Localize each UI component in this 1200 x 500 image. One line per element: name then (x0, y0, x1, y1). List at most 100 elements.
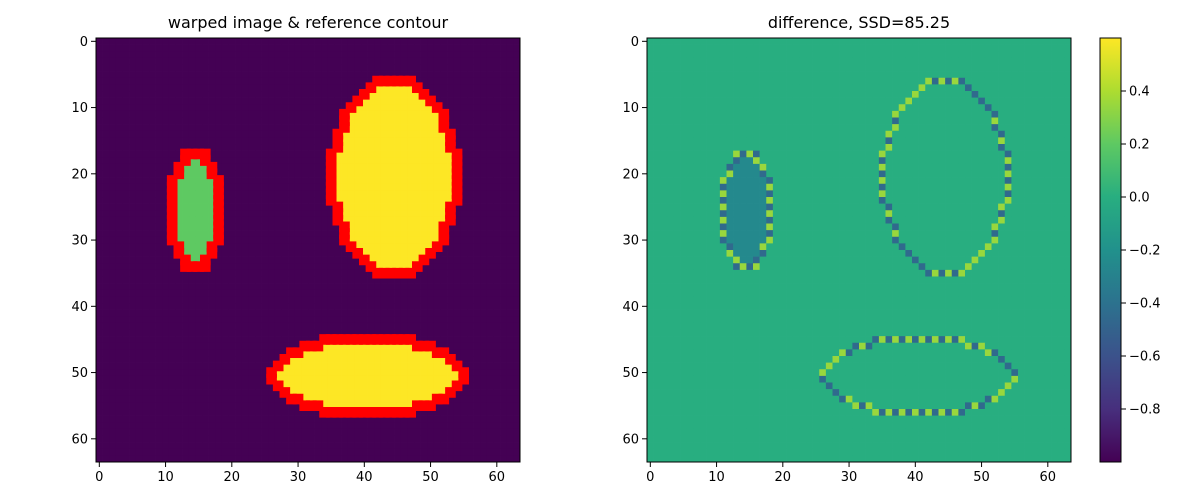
warped-cell (453, 289, 461, 297)
warped-cell (149, 349, 156, 357)
warped-cell (513, 91, 521, 98)
warped-cell (308, 210, 315, 218)
warped-cell (354, 157, 362, 165)
difference-cell (772, 104, 780, 112)
warped-cell (129, 289, 137, 297)
warped-cell (473, 316, 481, 324)
warped-cell (341, 64, 349, 72)
warped-cell (427, 104, 435, 112)
warped-cell (281, 57, 289, 65)
warped-cell (195, 455, 203, 463)
warped-cell (261, 329, 269, 337)
warped-cell (347, 144, 355, 151)
warped-cell (188, 183, 196, 191)
difference-cell (812, 51, 820, 59)
warped-cell (347, 177, 355, 185)
warped-cell (221, 356, 229, 363)
difference-cell (686, 77, 694, 85)
warped-cell (228, 144, 236, 151)
warped-cell (135, 336, 143, 344)
warped-cell (149, 409, 156, 416)
warped-cell (142, 402, 150, 410)
warped-cell (327, 250, 335, 257)
warped-cell (261, 177, 269, 185)
warped-cell (175, 57, 183, 65)
warped-cell (241, 263, 249, 271)
difference-cell (1004, 84, 1012, 92)
warped-cell (447, 342, 455, 350)
warped-cell (314, 117, 322, 125)
warped-cell (394, 316, 402, 324)
difference-cell (865, 57, 873, 65)
warped-cell (400, 448, 408, 456)
warped-cell (380, 309, 388, 317)
warped-cell (374, 130, 382, 138)
warped-cell (467, 91, 474, 98)
warped-cell (334, 269, 342, 277)
warped-cell (308, 64, 315, 72)
warped-cell (506, 236, 514, 244)
warped-cell (208, 263, 216, 271)
difference-cell (905, 57, 913, 65)
difference-cell (878, 84, 886, 92)
contour-segment (378, 75, 390, 87)
warped-cell (255, 51, 262, 59)
warped-cell (235, 362, 243, 370)
warped-cell (493, 203, 501, 211)
warped-cell (268, 183, 276, 191)
warped-cell (473, 276, 481, 284)
difference-cell (660, 51, 668, 59)
warped-cell (288, 44, 296, 52)
warped-cell (274, 389, 282, 397)
contour-segment (213, 181, 224, 193)
warped-cell (202, 163, 209, 171)
warped-cell (327, 230, 335, 238)
warped-cell (175, 144, 183, 151)
warped-cell (301, 97, 309, 105)
warped-cell (473, 124, 481, 132)
warped-cell (281, 455, 289, 463)
warped-cell (374, 316, 382, 324)
warped-cell (473, 230, 481, 238)
warped-cell (268, 342, 276, 350)
warped-cell (500, 303, 508, 310)
warped-cell (427, 230, 435, 238)
warped-cell (135, 197, 143, 204)
warped-cell (433, 64, 441, 72)
warped-cell (155, 91, 163, 98)
warped-cell (354, 77, 362, 85)
contour-segment (332, 334, 344, 345)
warped-cell (109, 130, 117, 138)
warped-cell (122, 349, 130, 357)
difference-cell (819, 104, 827, 112)
warped-cell (473, 137, 481, 145)
warped-cell (493, 289, 501, 297)
warped-cell (294, 197, 302, 204)
difference-cell (984, 91, 992, 98)
warped-cell (182, 124, 190, 132)
warped-cell (281, 296, 289, 304)
warped-cell (414, 256, 421, 264)
warped-cell (374, 322, 382, 330)
warped-cell (394, 342, 402, 350)
warped-cell (261, 170, 269, 178)
warped-cell (447, 283, 455, 291)
warped-cell (208, 382, 216, 390)
warped-cell (182, 455, 190, 463)
difference-cell (1051, 57, 1059, 65)
difference-cell (832, 104, 840, 112)
warped-cell (255, 57, 262, 65)
warped-cell (268, 356, 276, 363)
warped-cell (480, 91, 488, 98)
warped-cell (420, 243, 428, 251)
difference-cell (700, 84, 707, 92)
warped-cell (274, 236, 282, 244)
warped-cell (162, 395, 170, 403)
warped-cell (347, 236, 355, 244)
warped-cell (493, 415, 501, 423)
warped-cell (221, 210, 229, 218)
warped-cell (321, 276, 329, 284)
warped-cell (149, 428, 156, 436)
difference-cell (892, 71, 900, 79)
difference-cell (918, 38, 926, 45)
